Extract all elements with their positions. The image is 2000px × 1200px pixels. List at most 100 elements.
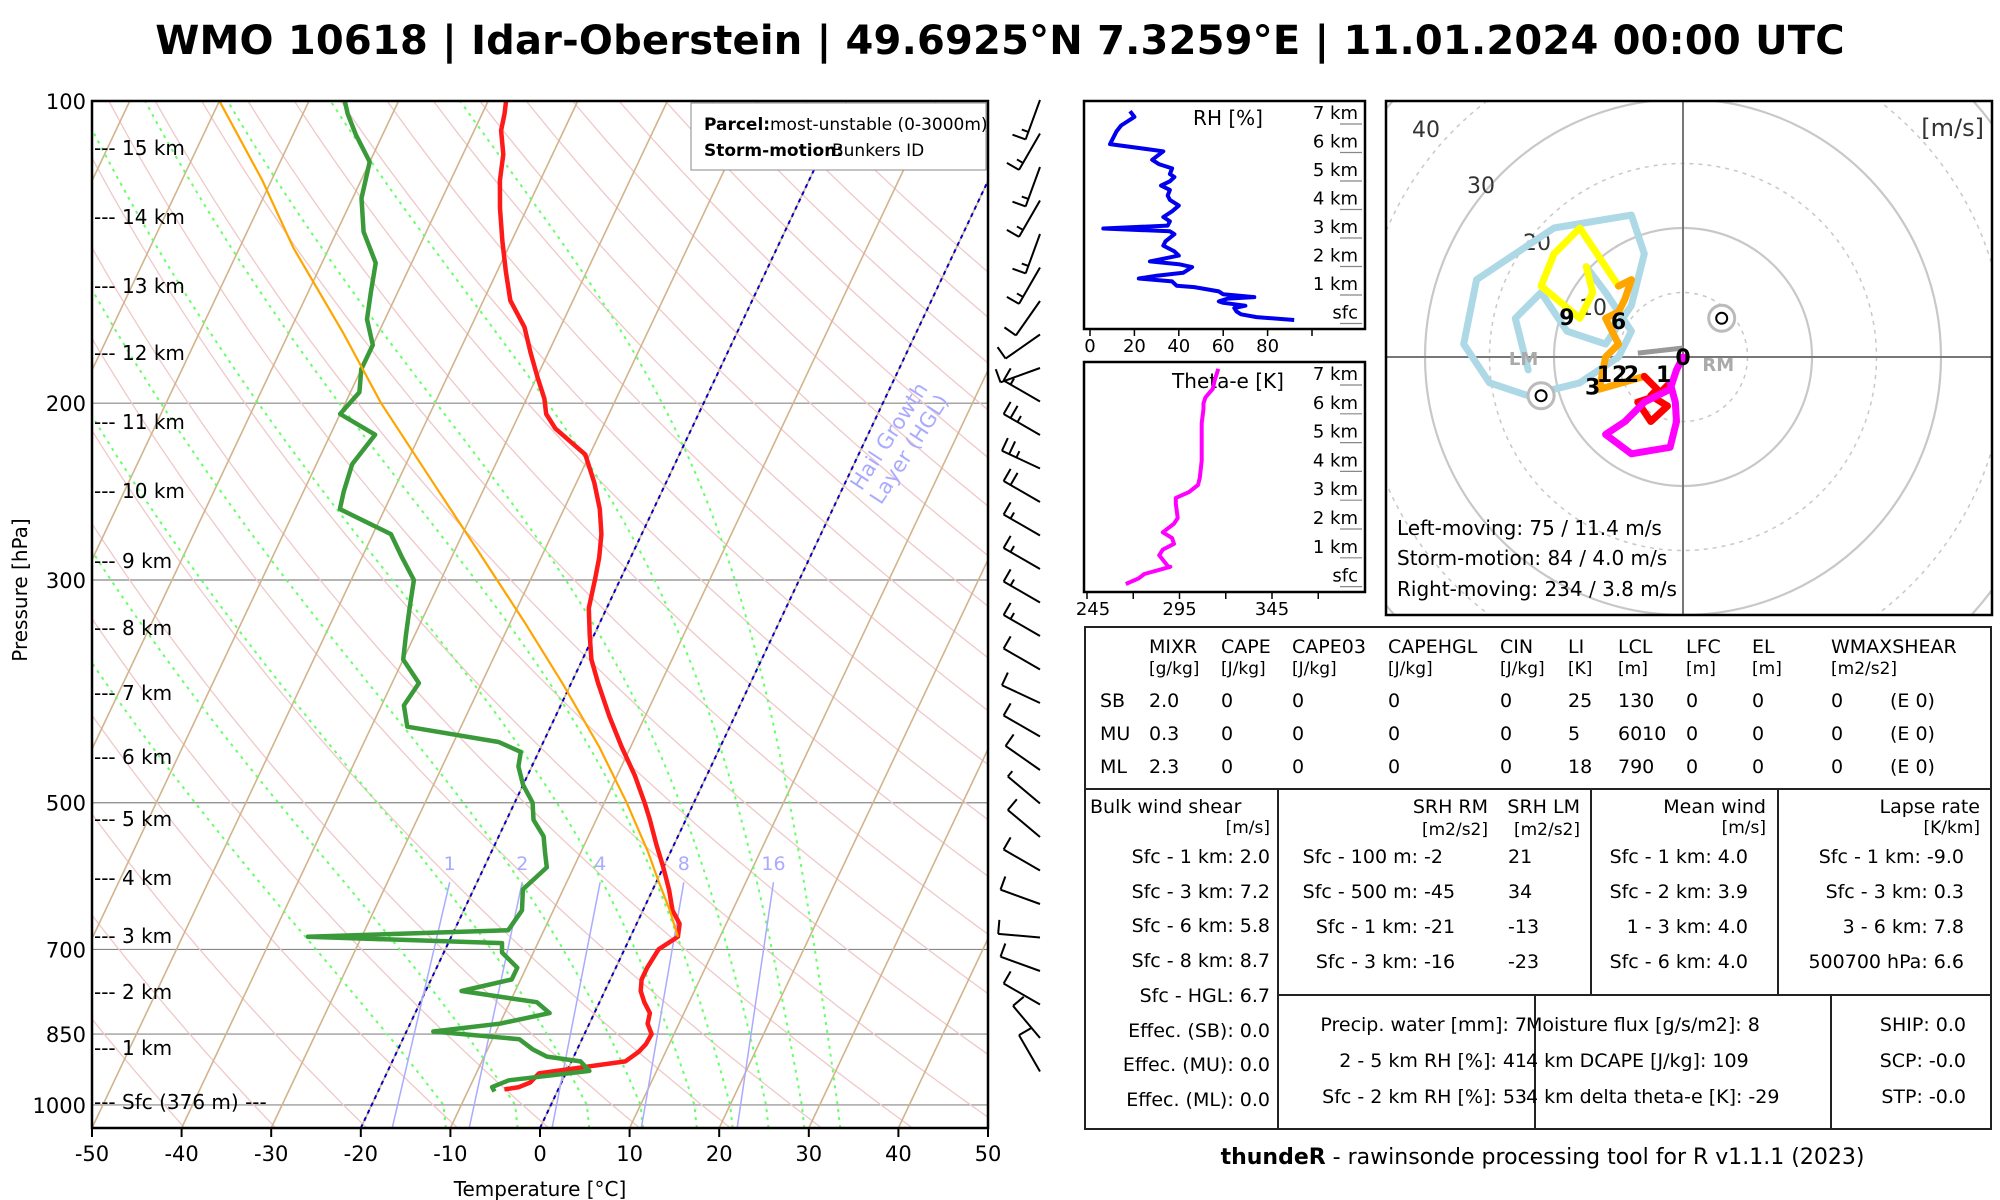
isotherm bbox=[808, 747, 988, 1128]
srh-row-label: Sfc - 500 m: bbox=[1302, 881, 1418, 903]
bulk-shear-row: Sfc - HGL: 6.7 bbox=[1139, 984, 1270, 1007]
srh-lm-value: 21 bbox=[1508, 846, 1533, 868]
wind-barb bbox=[1002, 568, 1041, 604]
wind-barb bbox=[1018, 1027, 1041, 1073]
mixing-ratio-label: 1 bbox=[444, 853, 456, 875]
mixing-ratio-label: 8 bbox=[678, 853, 690, 875]
height-label: --- 3 km bbox=[94, 924, 172, 948]
hgl-isotherm-0c bbox=[539, 178, 988, 1128]
temperature-profile bbox=[497, 101, 682, 1092]
hodo-segment bbox=[1602, 353, 1687, 458]
wind-barb bbox=[1012, 233, 1041, 275]
dry-adiabat bbox=[201, 101, 988, 936]
isotherm bbox=[92, 101, 489, 941]
wind-barb bbox=[1007, 798, 1041, 838]
composites-box bbox=[1830, 994, 1992, 1130]
bulk-shear-row: Sfc - 1 km: 2.0 bbox=[1131, 846, 1270, 868]
param-header: MIXR bbox=[1149, 636, 1198, 658]
mixing-ratio-label: 2 bbox=[516, 853, 528, 875]
param-cell: 130 bbox=[1618, 690, 1655, 712]
legend-parcel-key: Parcel: bbox=[704, 115, 770, 135]
thetae-title: Theta-e [K] bbox=[1171, 369, 1284, 393]
dry-adiabat bbox=[92, 1017, 185, 1128]
param-unit: [J/kg] bbox=[1388, 659, 1433, 679]
param-cell: 18 bbox=[1568, 756, 1593, 778]
param-row-label: ML bbox=[1100, 756, 1127, 778]
param-row-label: MU bbox=[1100, 723, 1131, 745]
height-label: --- Sfc (376 m) --- bbox=[94, 1090, 267, 1114]
storm-motion-vector bbox=[1637, 345, 1684, 356]
thetae-height-label: 4 km bbox=[1313, 450, 1358, 471]
rh-height-label: sfc bbox=[1332, 303, 1358, 324]
param-cell: (E 0) bbox=[1890, 723, 1935, 745]
mixing-ratio-line bbox=[391, 882, 451, 1128]
rh-panel: RH [%] 7 km 6 km 5 km 4 km 3 km 2 km 1 km sfc 0 2… bbox=[1082, 99, 1367, 357]
height-label: --- 15 km bbox=[94, 136, 185, 160]
bulk-shear-row: Effec. (ML): 0.0 bbox=[1126, 1088, 1270, 1111]
dry-adiabat bbox=[432, 101, 988, 659]
hodo-height-marker: 9 bbox=[1559, 306, 1574, 331]
param-unit: [m] bbox=[1686, 659, 1716, 679]
dry-adiabat bbox=[92, 714, 458, 1128]
rh-tick-label: 40 bbox=[1167, 336, 1190, 357]
thetae-height-label: 3 km bbox=[1313, 479, 1358, 500]
height-label: --- 7 km bbox=[94, 681, 172, 705]
isotherm bbox=[718, 557, 988, 1128]
rh-height-label: 1 km bbox=[1313, 274, 1358, 295]
height-label: --- 9 km bbox=[94, 549, 172, 573]
srh-rm-title: SRH RM bbox=[1412, 796, 1488, 818]
param-unit: [K] bbox=[1568, 659, 1593, 679]
param-unit: [m] bbox=[1618, 659, 1648, 679]
param-unit: [m] bbox=[1752, 659, 1782, 679]
wind-barb bbox=[1012, 996, 1041, 1039]
pressure-tick-label: 200 bbox=[46, 392, 86, 416]
param-cell: 0 bbox=[1831, 723, 1844, 745]
temperature-tick-label: 10 bbox=[616, 1142, 643, 1166]
param-cell: 0 bbox=[1752, 756, 1765, 778]
moist-adiabat bbox=[92, 127, 698, 1128]
wind-barb bbox=[1002, 635, 1041, 671]
isotherm bbox=[628, 368, 988, 1128]
param-cell: 0 bbox=[1388, 756, 1401, 778]
dry-adiabat bbox=[154, 101, 988, 995]
hodo-height-marker: 0 bbox=[1675, 346, 1690, 371]
rh-tick-label: 60 bbox=[1212, 336, 1235, 357]
param-header: CAPEHGL bbox=[1388, 636, 1478, 658]
dry-adiabat bbox=[92, 914, 276, 1128]
srh-rm-value: -45 bbox=[1424, 881, 1456, 903]
dry-adiabat bbox=[92, 337, 821, 1128]
param-cell: 0 bbox=[1752, 690, 1765, 712]
rh-height-label: 4 km bbox=[1313, 189, 1358, 210]
x-axis-label: Temperature [°C] bbox=[453, 1177, 627, 1200]
srh-lm-value: -13 bbox=[1508, 916, 1540, 938]
mixing-ratio-line bbox=[736, 882, 775, 1128]
isotherm bbox=[449, 101, 937, 1128]
param-cell: (E 0) bbox=[1890, 756, 1935, 778]
bulk-shear-title: Bulk wind shear bbox=[1090, 796, 1242, 818]
param-cell: 0 bbox=[1221, 723, 1234, 745]
mean-wind-title: Mean wind bbox=[1663, 796, 1766, 818]
rh-height-label: 6 km bbox=[1313, 132, 1358, 153]
y-axis-label: Pressure [hPa] bbox=[8, 518, 32, 661]
dry-adiabat bbox=[0, 101, 2, 1127]
param-row-label: SB bbox=[1100, 690, 1126, 712]
param-cell: (E 0) bbox=[1890, 690, 1935, 712]
wind-barb bbox=[994, 367, 1041, 384]
rh-height-label: 3 km bbox=[1313, 217, 1358, 238]
thetae-tick-label: 245 bbox=[1076, 599, 1110, 620]
pressure-tick-label: 700 bbox=[46, 938, 86, 962]
thetae-height-label: 1 km bbox=[1313, 537, 1358, 558]
isotherm bbox=[180, 101, 669, 1128]
srh-lm-value: -23 bbox=[1508, 951, 1540, 973]
dry-adiabat bbox=[386, 101, 988, 712]
parcel-profile bbox=[218, 101, 679, 938]
temperature-tick-label: -20 bbox=[344, 1142, 378, 1166]
moist-adiabat bbox=[459, 101, 842, 1128]
bulk-shear-row: Sfc - 6 km: 5.8 bbox=[1131, 915, 1270, 938]
moisture-row: Precip. water [mm]: 7 bbox=[1320, 1014, 1527, 1036]
hodo-unit: [m/s] bbox=[1921, 114, 1984, 142]
wind-barbs bbox=[994, 99, 1041, 1073]
pressure-tick-label: 850 bbox=[46, 1023, 86, 1047]
mean-wind-row: Sfc - 1 km: 4.0 bbox=[1609, 846, 1748, 868]
